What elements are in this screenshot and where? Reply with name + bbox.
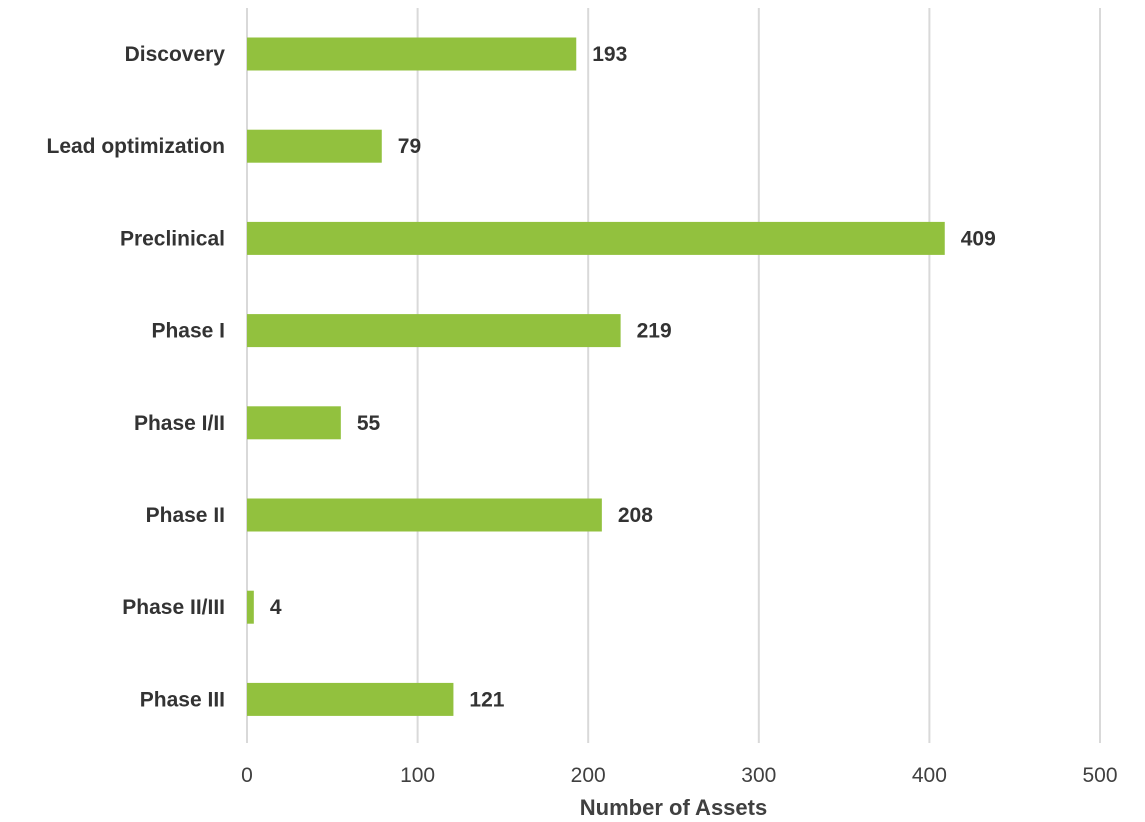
bar <box>247 590 254 624</box>
bar <box>247 37 577 71</box>
category-label: Phase II/III <box>122 596 225 619</box>
x-tick-label: 200 <box>571 764 606 787</box>
category-label: Lead optimization <box>47 135 226 158</box>
category-label: Phase I <box>151 320 225 343</box>
data-label: 121 <box>469 688 504 711</box>
bar <box>247 682 454 716</box>
category-label: Discovery <box>125 43 226 66</box>
category-labels: Discovery Lead optimization Preclinical Pha… <box>47 43 226 711</box>
bar <box>247 498 602 532</box>
bar <box>247 129 382 163</box>
x-tick-label: 300 <box>741 764 776 787</box>
x-tick-label: 400 <box>912 764 947 787</box>
data-label: 208 <box>618 504 653 527</box>
value-labels: 193 79 409 219 55 208 4 121 <box>270 43 996 711</box>
data-label: 219 <box>637 320 672 343</box>
data-label: 79 <box>398 135 421 158</box>
data-label: 193 <box>592 43 627 66</box>
bar <box>247 221 945 255</box>
x-tick-label: 0 <box>241 764 253 787</box>
x-tick-label: 100 <box>400 764 435 787</box>
category-label: Phase II <box>146 504 225 527</box>
data-label: 55 <box>357 412 381 435</box>
data-label: 409 <box>961 227 996 250</box>
bar <box>247 406 341 440</box>
category-label: Preclinical <box>120 227 225 250</box>
x-tick-labels: 0 100 200 300 400 500 <box>241 764 1117 787</box>
category-label: Phase III <box>140 688 225 711</box>
category-label: Phase I/II <box>134 412 225 435</box>
x-axis-title: Number of Assets <box>580 795 767 820</box>
grid-lines <box>246 8 1101 743</box>
bar <box>247 314 621 348</box>
data-label: 4 <box>270 596 282 619</box>
bars <box>247 37 945 716</box>
x-tick-label: 500 <box>1082 764 1117 787</box>
